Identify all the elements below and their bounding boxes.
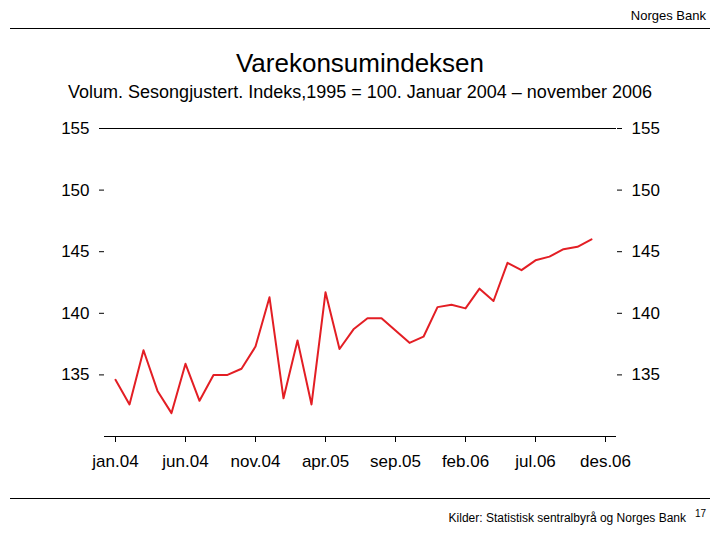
svg-text:feb.06: feb.06 (442, 452, 489, 471)
svg-text:sep.05: sep.05 (370, 452, 421, 471)
svg-text:135: 135 (61, 365, 89, 384)
svg-text:140: 140 (632, 304, 660, 323)
svg-text:des.06: des.06 (580, 452, 631, 471)
svg-text:apr.05: apr.05 (302, 452, 349, 471)
svg-text:145: 145 (632, 242, 660, 261)
html-text:Volum. Sesongjustert. Indeks,1: Volum. Sesongjustert. Indeks,1995 = 100.… (68, 82, 652, 102)
svg-text:155: 155 (61, 119, 89, 138)
html-text:Norges Bank: Norges Bank (630, 8, 706, 23)
svg-text:135: 135 (632, 365, 660, 384)
html-text:17: 17 (694, 508, 706, 519)
svg-text:nov.04: nov.04 (231, 452, 281, 471)
svg-text:150: 150 (61, 181, 89, 200)
svg-text:150: 150 (632, 181, 660, 200)
html-text:Varekonsumindeksen: Varekonsumindeksen (235, 48, 484, 78)
svg-text:140: 140 (61, 304, 89, 323)
svg-text:155: 155 (632, 119, 660, 138)
svg-text:145: 145 (61, 242, 89, 261)
svg-text:jan.04: jan.04 (91, 452, 138, 471)
svg-text:jul.06: jul.06 (514, 452, 556, 471)
html-text:Kilder: Statistisk sentralbyrå: Kilder: Statistisk sentralbyrå og Norges… (448, 511, 686, 525)
svg-text:jun.04: jun.04 (161, 452, 208, 471)
